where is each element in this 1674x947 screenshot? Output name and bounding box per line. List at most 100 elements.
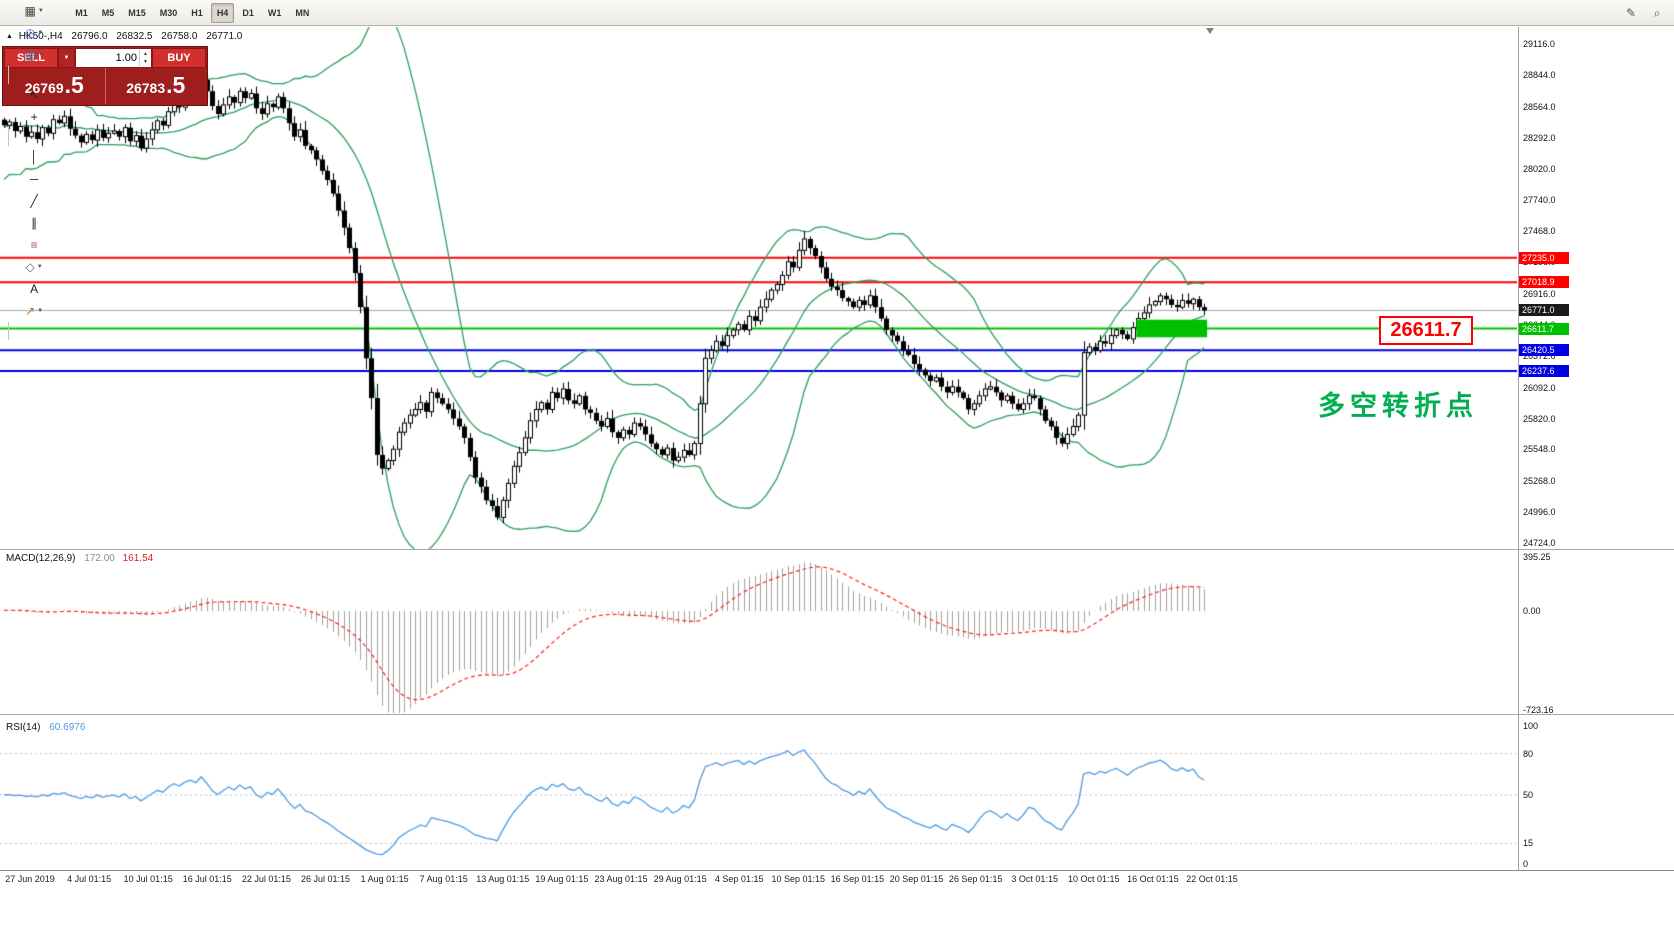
open-value: 26796.0 — [71, 31, 108, 42]
volume-input[interactable]: 1.00 ▲ ▼ — [75, 48, 152, 68]
new-chart-icon: ▦ — [24, 3, 36, 18]
hline-price-badge: 27018.9 — [1519, 276, 1569, 289]
timeframe-h1[interactable]: H1 — [191, 7, 203, 18]
macd-panel-splitter[interactable] — [0, 549, 1674, 550]
vertical-line-icon: │ — [30, 149, 38, 164]
trendline-icon[interactable]: ╱ — [5, 190, 63, 212]
price-tick: 29116.0 — [1523, 39, 1555, 49]
price-callout-label[interactable]: 26611.7 — [1379, 316, 1473, 345]
date-label: 29 Aug 01:15 — [653, 874, 707, 884]
text-icon: A — [30, 281, 39, 296]
timeframe-w1[interactable]: W1 — [267, 7, 282, 18]
one-click-trading-panel: SELL ▼ 1.00 ▲ ▼ BUY 26769 .5 26783 .5 — [2, 46, 208, 106]
shapes-icon: ◇ — [25, 259, 35, 274]
sell-price-main: 26769 — [24, 80, 64, 96]
date-label: 4 Jul 01:15 — [67, 874, 112, 884]
volume-stepper[interactable]: ▲ ▼ — [139, 50, 151, 66]
volume-dropdown-button[interactable]: ▼ — [58, 48, 75, 68]
arrows-icon[interactable]: ↗ ▼ — [5, 300, 63, 322]
vertical-line-icon[interactable]: │ — [5, 146, 63, 168]
sell-price-pips: .5 — [64, 72, 84, 98]
rsi-header: RSI(14) 60.6976 — [6, 722, 85, 733]
toolbar-right: ✎ ⌕ — [1618, 2, 1670, 24]
price-tick: 27740.0 — [1523, 195, 1556, 206]
buy-button[interactable]: BUY — [152, 48, 206, 68]
horizontal-line-icon: ─ — [29, 171, 39, 186]
fibonacci-icon: ≡ — [30, 237, 38, 252]
date-label: 10 Oct 01:15 — [1068, 874, 1120, 884]
chevron-down-icon: ▼ — [143, 59, 148, 65]
profiles-icon[interactable]: ◷ ▼ — [5, 22, 63, 44]
channel-icon[interactable]: ∥ — [5, 212, 63, 234]
price-tick: 25820.0 — [1523, 413, 1556, 424]
hline-price-badge: 26237.6 — [1519, 365, 1569, 378]
chevron-up-icon: ▲ — [143, 51, 148, 57]
chevron-down-icon: ▼ — [37, 51, 44, 58]
hline-price-badge: 27235.0 — [1519, 251, 1569, 264]
rsi-panel-splitter[interactable] — [0, 714, 1674, 715]
hline-price-badge: 26611.7 — [1519, 322, 1569, 335]
volume-value: 1.00 — [115, 52, 137, 64]
date-label: 1 Aug 01:15 — [360, 874, 409, 884]
rsi-title: RSI(14) — [6, 722, 41, 733]
macd-signal-value: 161.54 — [122, 553, 154, 564]
date-label: 22 Oct 01:15 — [1186, 874, 1238, 884]
channel-icon: ∥ — [31, 215, 38, 230]
rsi-value: 60.6976 — [49, 722, 86, 733]
macd-main-value: 172.00 — [84, 553, 115, 564]
toolbar-divider — [8, 65, 9, 84]
turning-point-annotation[interactable]: 多空转折点 — [1318, 391, 1478, 422]
macd-title: MACD(12,26,9) — [6, 553, 76, 564]
rsi-scale-tick: 100 — [1523, 721, 1539, 731]
horizontal-line-icon[interactable]: ─ — [5, 168, 63, 190]
price-tick: 25268.0 — [1523, 476, 1556, 487]
templates-icon[interactable]: ▧ ▼ — [5, 44, 63, 66]
sell-price[interactable]: 26769 .5 — [4, 68, 106, 104]
toolbar-buttons: +新订单◆●◎▶自动交易║▮╱⊕⊖⊞▦▼◷▼▧▼↖+│─╱∥≡◇▼A↗▼ — [4, 0, 64, 340]
fibonacci-icon[interactable]: ≡ — [5, 234, 63, 256]
high-value: 26832.5 — [116, 31, 153, 42]
toolbar-divider — [8, 127, 9, 146]
chart-shift-marker-icon[interactable] — [1206, 28, 1214, 34]
timeframe-m30[interactable]: M30 — [159, 7, 178, 18]
price-tick: 28020.0 — [1523, 163, 1556, 174]
magnifier-icon[interactable]: ⌕ — [1645, 2, 1669, 24]
crosshair-icon[interactable]: + — [5, 106, 63, 128]
toolbar-divider — [8, 321, 9, 340]
date-label: 26 Jul 01:15 — [300, 874, 351, 884]
cursor-icon[interactable]: ↖ — [5, 84, 63, 106]
text-icon[interactable]: A — [5, 278, 63, 300]
shapes-icon[interactable]: ◇ ▼ — [5, 256, 63, 278]
date-label: 3 Oct 01:15 — [1011, 874, 1058, 884]
timeframe-m1[interactable]: M1 — [75, 7, 88, 18]
timeframe-m15[interactable]: M15 — [128, 7, 146, 18]
date-label: 23 Aug 01:15 — [594, 874, 648, 884]
timeframe-mn[interactable]: MN — [295, 7, 310, 18]
price-tick: 27468.0 — [1523, 226, 1556, 237]
price-tick: 26916.0 — [1523, 289, 1556, 299]
chevron-down-icon: ▼ — [63, 55, 70, 61]
timeframe-d1[interactable]: D1 — [242, 7, 254, 18]
toolbar: +新订单◆●◎▶自动交易║▮╱⊕⊖⊞▦▼◷▼▧▼↖+│─╱∥≡◇▼A↗▼ M1M… — [0, 0, 1674, 340]
buy-price[interactable]: 26783 .5 — [106, 68, 207, 104]
timeframe-m5[interactable]: M5 — [101, 7, 115, 18]
close-value: 26771.0 — [206, 31, 243, 42]
arrows-icon: ↗ — [25, 303, 36, 318]
timeframe-h4[interactable]: H4 — [210, 2, 235, 23]
rsi-scale-tick: 80 — [1523, 748, 1534, 759]
macd-scale-tick: 395.25 — [1523, 552, 1551, 562]
price-tick: 28292.0 — [1523, 132, 1556, 143]
rsi-scale-tick: 50 — [1523, 790, 1534, 800]
templates-icon: ▧ — [24, 47, 36, 62]
time-axis-separator — [0, 870, 1674, 871]
sell-button[interactable]: SELL — [4, 48, 58, 68]
cursor-icon: ↖ — [29, 87, 40, 102]
price-tick: 26092.0 — [1523, 382, 1556, 393]
pencil-icon[interactable]: ✎ — [1619, 2, 1643, 24]
new-chart-icon[interactable]: ▦ ▼ — [5, 0, 63, 22]
hline-price-badge: 26420.5 — [1519, 344, 1569, 357]
date-label: 10 Sep 01:15 — [771, 874, 826, 884]
macd-scale-tick: 0.00 — [1523, 606, 1541, 617]
symbol-marker-icon: ▲ — [6, 33, 13, 40]
